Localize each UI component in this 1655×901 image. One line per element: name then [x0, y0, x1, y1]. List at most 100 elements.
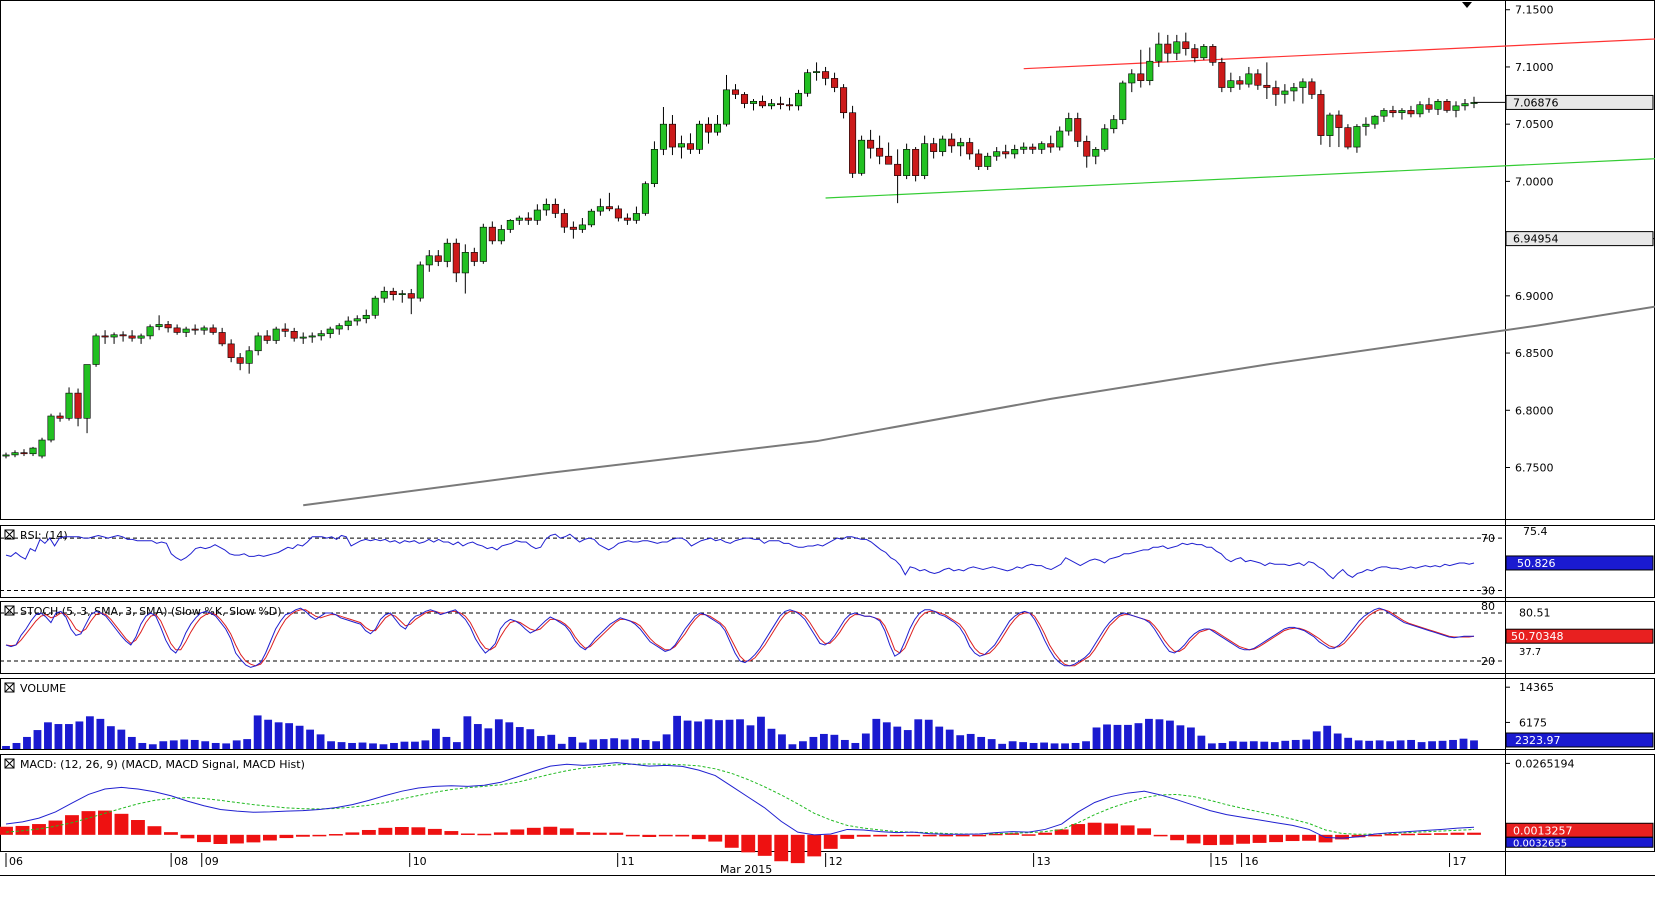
- candle-body: [948, 138, 956, 147]
- macd-hist-bar: [1434, 833, 1448, 835]
- candle-body: [542, 203, 550, 211]
- volume-bar: [1270, 742, 1279, 749]
- macd-hist-bar: [0, 826, 13, 835]
- candle-body: [1056, 130, 1064, 148]
- macd-hist-bar: [1467, 832, 1481, 835]
- candle-body: [930, 143, 938, 152]
- macd-hist-bar: [741, 834, 756, 853]
- volume-bar: [704, 719, 713, 749]
- macd-hist-bar: [609, 832, 624, 835]
- volume-bar: [1333, 733, 1342, 749]
- volume-bar: [1417, 742, 1426, 749]
- volume-bar: [1186, 727, 1195, 749]
- volume-bar: [463, 716, 472, 749]
- candle: [1245, 66, 1253, 88]
- candle: [1020, 142, 1028, 154]
- volume-bar: [44, 722, 52, 749]
- candle-body: [1281, 90, 1289, 95]
- rsi-level-label: 30: [1481, 584, 1495, 597]
- volume-bar: [369, 743, 377, 749]
- macd-hist-bar: [213, 834, 228, 844]
- macd-hist-bar: [955, 834, 970, 837]
- candle: [371, 295, 379, 319]
- candle: [1083, 135, 1091, 168]
- volume-bar: [295, 725, 304, 749]
- volume-bar: [190, 739, 199, 749]
- candle: [425, 250, 433, 272]
- volume-bar: [1019, 742, 1028, 749]
- macd-hist-bar: [856, 834, 871, 837]
- candle: [452, 238, 460, 283]
- candle-body: [407, 293, 415, 299]
- volume-axis-label: 6175: [1519, 716, 1547, 729]
- macd-hist-bar: [658, 834, 673, 837]
- macd-hist-bar: [807, 834, 822, 857]
- volume-bar: [1029, 742, 1038, 749]
- volume-bar: [673, 715, 681, 749]
- volume-bar: [977, 736, 986, 749]
- candle: [155, 315, 163, 331]
- candle-body: [804, 72, 812, 94]
- volume-bar: [473, 724, 482, 749]
- x-tick-label: 15: [1214, 855, 1228, 868]
- volume-bar: [274, 722, 283, 749]
- candle: [1056, 126, 1064, 151]
- candle: [1425, 97, 1433, 113]
- stoch-level-label: 20: [1481, 655, 1495, 668]
- candle-body: [704, 123, 713, 133]
- volume-bar: [851, 742, 860, 749]
- candle: [650, 141, 658, 188]
- candle: [975, 149, 983, 170]
- macd-value-box: [1505, 836, 1654, 848]
- stoch-extra-label: 37.7: [1519, 647, 1541, 658]
- candle: [128, 330, 136, 342]
- candle-body: [263, 335, 271, 341]
- candle: [1362, 117, 1370, 136]
- stoch-last-label: 50.70348: [1511, 630, 1564, 643]
- candle: [227, 339, 235, 363]
- candle-body: [1362, 123, 1370, 127]
- candle-body: [695, 123, 703, 150]
- volume-bar: [54, 724, 63, 749]
- volume-bar: [1176, 725, 1185, 749]
- volume-bar: [348, 742, 356, 749]
- candle-body: [1290, 87, 1298, 92]
- volume-bar: [778, 734, 786, 749]
- volume-bar: [1239, 741, 1248, 749]
- volume-bar: [1386, 741, 1395, 749]
- candle: [731, 84, 740, 99]
- candle-body: [1047, 143, 1055, 148]
- macd-hist-bar: [477, 833, 492, 836]
- candle-body: [497, 229, 505, 242]
- candle: [1389, 105, 1397, 118]
- macd-hist-bar: [1417, 833, 1432, 835]
- volume-bar: [180, 739, 189, 749]
- candle: [497, 224, 505, 245]
- macd-hist-bar: [774, 834, 789, 862]
- candle: [182, 326, 190, 338]
- candle-body: [164, 324, 172, 329]
- macd-hist-bar: [1401, 833, 1415, 836]
- candle: [966, 137, 974, 160]
- candle: [1443, 98, 1451, 113]
- candle-body: [1398, 110, 1406, 114]
- candle: [632, 206, 640, 224]
- x-tick-label: 11: [621, 855, 635, 868]
- macd-hist-bar: [1351, 834, 1366, 838]
- candle: [804, 69, 812, 97]
- candle: [200, 325, 208, 335]
- macd-hist-bar: [444, 831, 459, 835]
- candle: [840, 84, 848, 119]
- macd-hist-bar: [625, 834, 640, 837]
- macd-last-label: 0.0013257: [1513, 824, 1573, 837]
- x-tick-label: 10: [413, 855, 427, 868]
- candle: [1353, 124, 1361, 153]
- macd-hist-bar: [1219, 834, 1234, 845]
- macd-hist-bar: [724, 834, 739, 848]
- candle: [1290, 82, 1298, 102]
- candle: [110, 332, 118, 344]
- candle-body: [1209, 46, 1217, 63]
- candle: [1344, 124, 1352, 150]
- x-tick-label: 09: [205, 855, 219, 868]
